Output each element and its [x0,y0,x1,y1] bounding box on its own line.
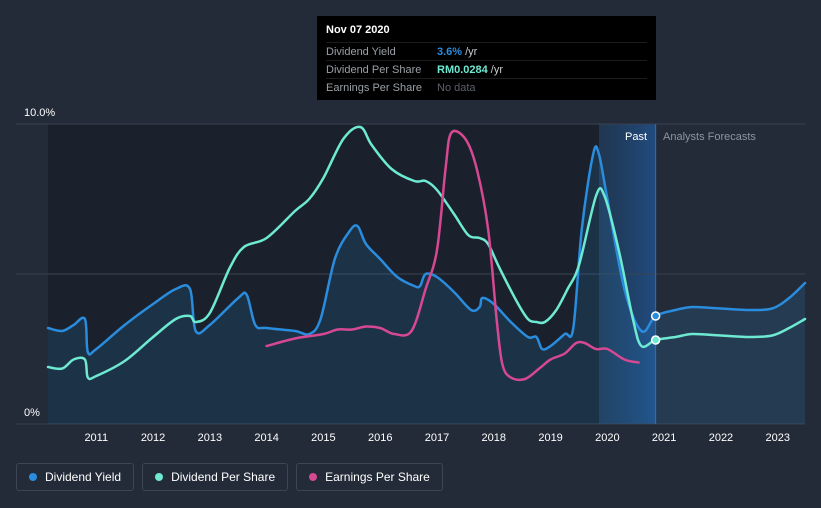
series-lines [46,125,807,382]
tooltip-date: Nov 07 2020 [326,24,390,36]
dividend-yield-line [46,145,807,356]
legend-item-dividend-per-share[interactable]: Dividend Per Share [142,463,289,491]
legend: Dividend Yield Dividend Per Share Earnin… [16,463,443,491]
tooltip: Nov 07 2020 Dividend Yield 3.6% /yr Divi… [317,16,656,100]
x-tick-label: 2020 [595,432,619,444]
x-tick-label: 2012 [141,432,165,444]
tooltip-value: RM0.0284 [437,63,488,76]
x-tick-label: 2015 [311,432,335,444]
x-tick-label: 2021 [652,432,676,444]
legend-label: Earnings Per Share [325,470,430,484]
x-tick-label: 2023 [765,432,789,444]
x-tick-label: 2014 [254,432,278,444]
tooltip-row-dividend-yield: Dividend Yield 3.6% /yr [326,42,647,60]
tooltip-unit: /yr [465,45,478,58]
dot-icon [29,473,37,481]
hover-markers [650,311,661,345]
forecast-label: Analysts Forecasts [663,131,756,143]
dot-icon [155,473,164,481]
dividend-per-share-marker [650,335,661,345]
x-tick-label: 2019 [538,432,562,444]
tooltip-value: 3.6% [437,45,463,58]
x-tick-label: 2011 [84,432,108,444]
x-tick-label: 2022 [709,432,733,444]
grid [16,123,805,425]
x-tick-label: 2017 [425,432,449,444]
earnings-per-share-line [265,129,640,382]
x-tick-label: 2013 [198,432,222,444]
tooltip-label: Dividend Per Share [326,63,422,76]
y-tick-label-min: 0% [24,407,40,419]
y-axis-ticks: 0% 10.0% [24,107,55,419]
tooltip-label: Dividend Yield [326,45,396,58]
x-tick-label: 2018 [482,432,506,444]
tooltip-row-dividend-per-share: Dividend Per Share RM0.0284 /yr [326,60,647,78]
x-axis-ticks: 2011 2012 2013 2014 2015 2016 2017 2018 2019 2020… [84,432,790,444]
legend-label: Dividend Yield [45,470,122,484]
tooltip-unit: /yr [490,63,503,76]
tooltip-value: No data [437,81,476,94]
dividend-yield-marker [650,311,661,321]
x-tick-label: 2016 [368,432,392,444]
dividend-per-share-line [46,125,807,381]
dot-icon [309,473,318,481]
tooltip-row-earnings-per-share: Earnings Per Share No data [326,78,647,96]
tooltip-label: Earnings Per Share [326,81,422,94]
legend-item-dividend-yield[interactable]: Dividend Yield [16,463,135,491]
y-tick-label-max: 10.0% [24,107,55,119]
legend-item-earnings-per-share[interactable]: Earnings Per Share [296,463,443,491]
legend-label: Dividend Per Share [171,470,276,484]
past-label: Past [625,131,647,143]
